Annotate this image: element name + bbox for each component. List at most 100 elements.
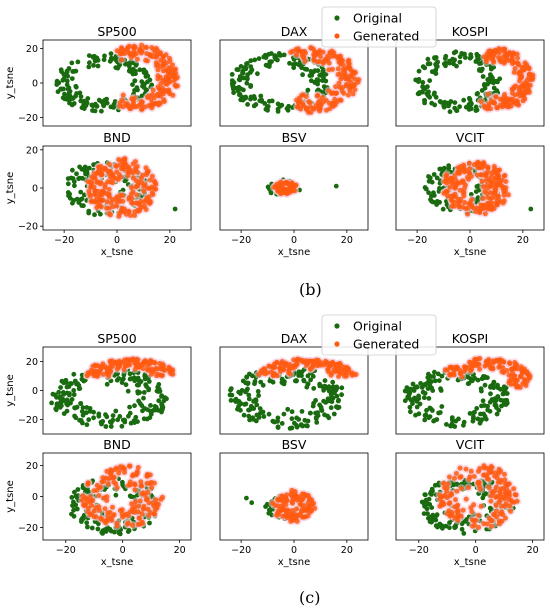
generated-point bbox=[109, 364, 115, 369]
generated-point bbox=[294, 506, 299, 512]
original-point bbox=[132, 78, 138, 84]
original-point bbox=[472, 375, 478, 381]
generated-point bbox=[519, 74, 524, 80]
original-point bbox=[449, 415, 455, 420]
original-point bbox=[334, 384, 340, 390]
generated-point bbox=[498, 55, 504, 61]
original-point bbox=[135, 419, 140, 424]
original-point bbox=[91, 415, 96, 421]
original-point bbox=[71, 371, 77, 377]
original-point bbox=[108, 51, 114, 57]
original-point bbox=[121, 372, 127, 378]
y-tick-label: −20 bbox=[18, 415, 38, 426]
original-point bbox=[309, 72, 315, 78]
generated-point bbox=[110, 180, 116, 186]
original-point bbox=[240, 97, 246, 103]
original-point bbox=[56, 389, 62, 395]
generated-point bbox=[170, 62, 175, 68]
original-point bbox=[321, 387, 326, 393]
generated-point bbox=[132, 487, 138, 493]
original-point bbox=[480, 398, 486, 404]
original-point bbox=[433, 67, 439, 73]
generated-point bbox=[144, 195, 150, 201]
original-point bbox=[471, 410, 477, 416]
original-point bbox=[71, 392, 77, 398]
generated-point bbox=[129, 200, 135, 206]
generated-point bbox=[355, 79, 361, 85]
generated-point bbox=[102, 184, 108, 190]
generated-point bbox=[303, 94, 309, 100]
generated-point bbox=[113, 163, 119, 169]
generated-point bbox=[296, 104, 302, 110]
original-point bbox=[315, 87, 321, 93]
original-point bbox=[84, 520, 90, 526]
generated-point bbox=[477, 356, 483, 361]
original-point bbox=[305, 423, 310, 429]
generated-point bbox=[132, 213, 138, 218]
generated-point bbox=[88, 184, 94, 190]
original-point bbox=[241, 87, 246, 93]
original-point bbox=[103, 412, 108, 418]
generated-point bbox=[144, 473, 150, 479]
generated-point bbox=[451, 203, 457, 209]
generated-point bbox=[480, 196, 486, 201]
original-point bbox=[96, 411, 102, 417]
original-point bbox=[86, 417, 92, 423]
generated-point bbox=[114, 169, 120, 175]
original-point bbox=[135, 375, 141, 381]
original-point bbox=[467, 55, 473, 61]
generated-point bbox=[97, 166, 103, 172]
original-point bbox=[440, 206, 446, 212]
original-point bbox=[267, 59, 273, 65]
generated-point bbox=[308, 109, 314, 115]
original-point bbox=[272, 54, 278, 60]
original-point bbox=[468, 106, 474, 112]
generated-point bbox=[113, 196, 119, 202]
generated-point bbox=[141, 188, 147, 194]
generated-point bbox=[445, 367, 450, 373]
generated-point bbox=[117, 464, 123, 470]
generated-point bbox=[278, 181, 284, 187]
original-point bbox=[156, 398, 162, 404]
original-point bbox=[99, 108, 104, 114]
original-point bbox=[61, 72, 67, 77]
generated-point bbox=[152, 50, 158, 56]
original-point bbox=[137, 401, 143, 406]
generated-point bbox=[491, 190, 497, 196]
original-point bbox=[146, 379, 152, 384]
panel-title: BND bbox=[103, 437, 131, 452]
generated-point bbox=[164, 81, 170, 87]
original-point bbox=[488, 391, 493, 397]
generated-point bbox=[120, 92, 126, 98]
original-point bbox=[229, 78, 235, 83]
generated-point bbox=[351, 71, 357, 76]
original-point bbox=[425, 375, 431, 380]
generated-point bbox=[126, 196, 132, 202]
original-point bbox=[142, 376, 148, 382]
generated-point bbox=[508, 377, 514, 383]
original-point bbox=[457, 59, 463, 65]
generated-point bbox=[488, 365, 493, 371]
generated-point bbox=[86, 188, 92, 194]
generated-point bbox=[157, 361, 163, 366]
original-point bbox=[85, 524, 90, 530]
generated-point bbox=[501, 60, 507, 66]
generated-point bbox=[134, 183, 140, 189]
y-tick-label: 0 bbox=[32, 184, 38, 195]
generated-point bbox=[326, 67, 332, 73]
original-point bbox=[422, 390, 428, 396]
generated-point bbox=[167, 366, 173, 372]
generated-point bbox=[334, 99, 340, 105]
original-point bbox=[430, 199, 436, 205]
original-point bbox=[285, 406, 291, 412]
generated-point bbox=[130, 161, 136, 167]
generated-point bbox=[132, 366, 138, 372]
original-point bbox=[304, 67, 310, 72]
generated-point bbox=[149, 485, 155, 490]
original-point bbox=[312, 68, 318, 74]
original-point bbox=[479, 388, 484, 394]
generated-point bbox=[481, 103, 487, 109]
generated-point bbox=[90, 497, 95, 503]
generated-point bbox=[527, 82, 533, 88]
original-point bbox=[236, 84, 242, 90]
